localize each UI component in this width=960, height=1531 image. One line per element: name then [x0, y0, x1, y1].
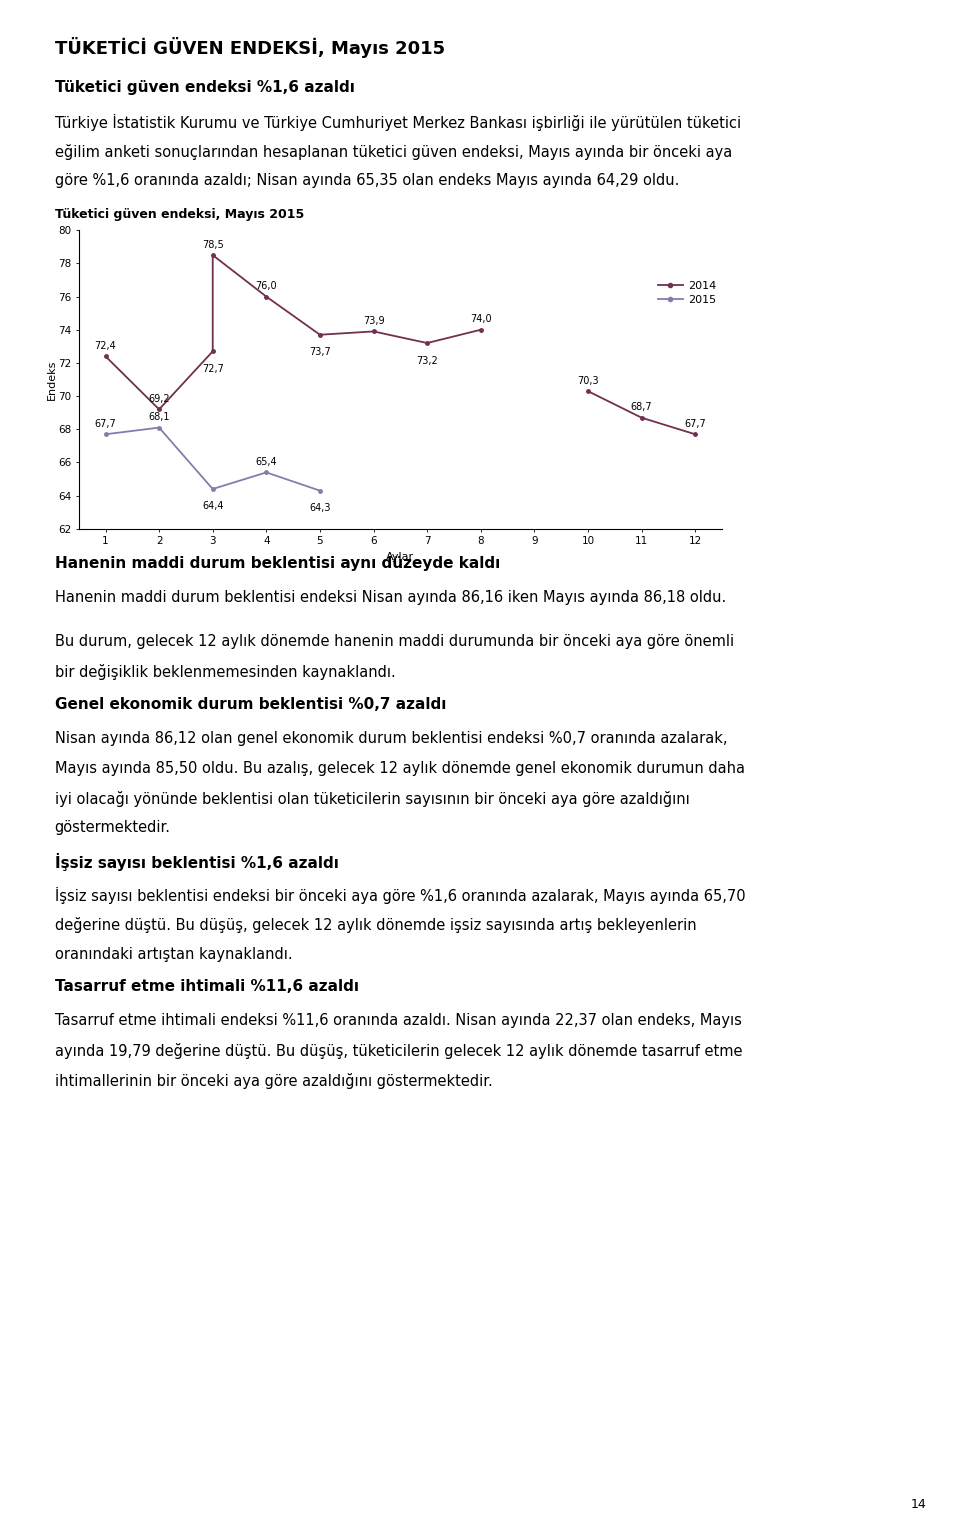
Text: İşsiz sayısı beklentisi endeksi bir önceki aya göre %1,6 oranında azalarak, Mayı: İşsiz sayısı beklentisi endeksi bir önce… — [55, 886, 745, 903]
Text: Tasarruf etme ihtimali %11,6 azaldı: Tasarruf etme ihtimali %11,6 azaldı — [55, 980, 359, 995]
2014 — [207, 341, 219, 360]
2014 — [260, 288, 272, 306]
Text: iyi olacağı yönünde beklentisi olan tüketicilerin sayısının bir önceki aya göre : iyi olacağı yönünde beklentisi olan tüke… — [55, 790, 689, 807]
X-axis label: Aylar: Aylar — [386, 553, 415, 562]
2015 — [260, 464, 272, 482]
Text: 69,2: 69,2 — [148, 393, 170, 404]
Text: 67,7: 67,7 — [684, 418, 706, 429]
Text: 73,7: 73,7 — [309, 348, 331, 357]
2015 — [314, 481, 325, 499]
2015 — [207, 479, 219, 498]
Text: Nisan ayında 86,12 olan genel ekonomik durum beklentisi endeksi %0,7 oranında az: Nisan ayında 86,12 olan genel ekonomik d… — [55, 730, 728, 746]
2014 — [368, 322, 379, 340]
Text: 14: 14 — [911, 1499, 926, 1511]
Text: 72,7: 72,7 — [202, 364, 224, 374]
Text: Tüketici güven endeksi, Mayıs 2015: Tüketici güven endeksi, Mayıs 2015 — [55, 208, 304, 220]
Text: göre %1,6 oranında azaldı; Nisan ayında 65,35 olan endeks Mayıs ayında 64,29 old: göre %1,6 oranında azaldı; Nisan ayında … — [55, 173, 679, 188]
2015 — [100, 426, 111, 444]
Text: Genel ekonomik durum beklentisi %0,7 azaldı: Genel ekonomik durum beklentisi %0,7 aza… — [55, 697, 446, 712]
2014 — [100, 348, 111, 366]
Text: ayında 19,79 değerine düştü. Bu düşüş, tüketicilerin gelecek 12 aylık dönemde ta: ayında 19,79 değerine düştü. Bu düşüş, t… — [55, 1043, 742, 1059]
Text: göstermektedir.: göstermektedir. — [55, 821, 171, 836]
Text: 76,0: 76,0 — [255, 282, 277, 291]
2014 — [207, 246, 219, 265]
Text: TÜKETİCİ GÜVEN ENDEKSİ, Mayıs 2015: TÜKETİCİ GÜVEN ENDEKSİ, Mayıs 2015 — [55, 37, 444, 58]
Text: 67,7: 67,7 — [95, 418, 116, 429]
Text: 68,7: 68,7 — [631, 403, 653, 412]
Text: Tüketici güven endeksi %1,6 azaldı: Tüketici güven endeksi %1,6 azaldı — [55, 80, 354, 95]
Text: 74,0: 74,0 — [469, 314, 492, 325]
Text: Hanenin maddi durum beklentisi endeksi Nisan ayında 86,16 iken Mayıs ayında 86,1: Hanenin maddi durum beklentisi endeksi N… — [55, 589, 726, 605]
Text: Bu durum, gelecek 12 aylık dönemde hanenin maddi durumunda bir önceki aya göre ö: Bu durum, gelecek 12 aylık dönemde hanen… — [55, 634, 733, 649]
Text: Mayıs ayında 85,50 oldu. Bu azalış, gelecek 12 aylık dönemde genel ekonomik duru: Mayıs ayında 85,50 oldu. Bu azalış, gele… — [55, 761, 745, 776]
2014 — [475, 320, 487, 338]
Text: bir değişiklik beklenmemesinden kaynaklandı.: bir değişiklik beklenmemesinden kaynakla… — [55, 664, 396, 680]
2014 — [314, 326, 325, 344]
Text: değerine düştü. Bu düşüş, gelecek 12 aylık dönemde işsiz sayısında artış bekleye: değerine düştü. Bu düşüş, gelecek 12 ayl… — [55, 917, 696, 932]
Legend: 2014, 2015: 2014, 2015 — [659, 280, 716, 305]
Text: 70,3: 70,3 — [577, 375, 599, 386]
Text: 73,2: 73,2 — [417, 355, 438, 366]
Line: 2014: 2014 — [104, 254, 483, 412]
Text: 64,4: 64,4 — [202, 502, 224, 511]
Y-axis label: Endeks: Endeks — [46, 360, 57, 400]
Text: Hanenin maddi durum beklentisi aynı düzeyde kaldı: Hanenin maddi durum beklentisi aynı düze… — [55, 556, 500, 571]
Text: eğilim anketi sonuçlarından hesaplanan tüketici güven endeksi, Mayıs ayında bir : eğilim anketi sonuçlarından hesaplanan t… — [55, 144, 732, 159]
2014 — [421, 334, 433, 352]
2014 — [154, 400, 165, 418]
Line: 2015: 2015 — [104, 426, 322, 493]
Text: 65,4: 65,4 — [255, 456, 277, 467]
Text: ihtimallerinin bir önceki aya göre azaldığını göstermektedir.: ihtimallerinin bir önceki aya göre azald… — [55, 1073, 492, 1089]
Text: 73,9: 73,9 — [363, 315, 384, 326]
Text: Tasarruf etme ihtimali endeksi %11,6 oranında azaldı. Nisan ayında 22,37 olan en: Tasarruf etme ihtimali endeksi %11,6 ora… — [55, 1014, 741, 1029]
Text: oranındaki artıştan kaynaklandı.: oranındaki artıştan kaynaklandı. — [55, 946, 293, 961]
Text: 72,4: 72,4 — [95, 341, 116, 351]
Text: Türkiye İstatistik Kurumu ve Türkiye Cumhuriyet Merkez Bankası işbirliği ile yür: Türkiye İstatistik Kurumu ve Türkiye Cum… — [55, 113, 741, 130]
Text: 68,1: 68,1 — [149, 412, 170, 423]
Text: 78,5: 78,5 — [202, 239, 224, 250]
Text: 64,3: 64,3 — [309, 504, 330, 513]
2015 — [154, 418, 165, 436]
Text: İşsiz sayısı beklentisi %1,6 azaldı: İşsiz sayısı beklentisi %1,6 azaldı — [55, 853, 339, 871]
